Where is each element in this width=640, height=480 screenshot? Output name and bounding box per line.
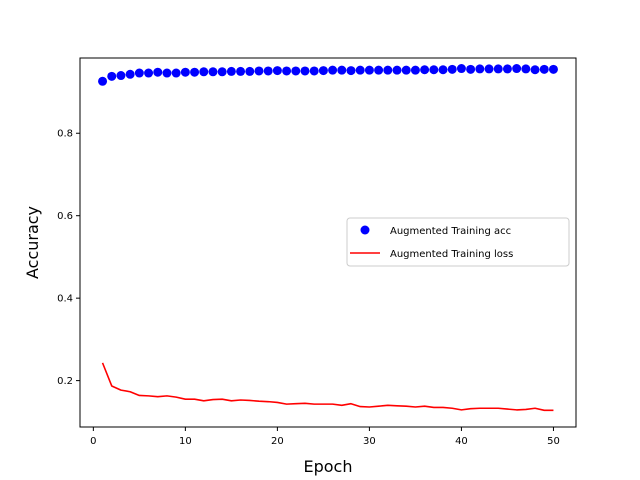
y-axis-label: Accuracy: [23, 206, 42, 279]
x-tick-label: 20: [271, 436, 284, 447]
legend-box: [346, 217, 570, 267]
acc-point: [438, 65, 448, 75]
legend-loss-label: Augmented Training loss: [390, 249, 513, 260]
acc-point: [125, 69, 135, 79]
acc-point: [162, 68, 172, 78]
acc-point: [475, 64, 485, 74]
y-tick-label: 0.6: [57, 211, 73, 222]
acc-point: [263, 66, 273, 76]
legend-acc-marker: [360, 225, 370, 235]
acc-point: [282, 66, 292, 76]
acc-point: [153, 67, 163, 77]
acc-point: [226, 66, 236, 76]
acc-point: [346, 66, 356, 76]
acc-point: [530, 65, 540, 75]
acc-point: [355, 65, 365, 75]
y-tick-label: 0.8: [57, 129, 73, 140]
acc-point: [383, 65, 393, 75]
acc-point: [180, 67, 190, 77]
acc-point: [254, 66, 264, 76]
acc-point: [190, 67, 200, 77]
x-tick-label: 40: [455, 436, 468, 447]
acc-point: [291, 66, 301, 76]
plot-content: [98, 64, 558, 412]
acc-point: [134, 68, 144, 78]
acc-point: [548, 64, 558, 74]
acc-point: [401, 65, 411, 75]
acc-point: [107, 71, 117, 81]
acc-point: [493, 64, 503, 74]
acc-point: [429, 65, 439, 75]
acc-point: [364, 65, 374, 75]
acc-point: [236, 66, 246, 76]
y-tick-label: 0.2: [57, 376, 73, 387]
acc-point: [392, 65, 402, 75]
y-axis-ticks: 0.2 0.4 0.6 0.8: [57, 129, 80, 387]
y-tick-label: 0.4: [57, 294, 73, 305]
acc-point: [374, 65, 384, 75]
acc-point: [98, 76, 108, 86]
acc-point: [272, 66, 282, 76]
acc-point: [328, 65, 338, 75]
x-axis-ticks: 0 10 20 30 40 50: [90, 427, 560, 447]
acc-point: [300, 66, 310, 76]
acc-point: [318, 66, 328, 76]
acc-point: [309, 66, 319, 76]
legend: Augmented Training acc Augmented Trainin…: [346, 217, 570, 267]
acc-point: [484, 64, 494, 74]
acc-point: [116, 71, 126, 81]
acc-point: [466, 64, 476, 74]
acc-point: [337, 65, 347, 75]
acc-point: [512, 64, 522, 74]
acc-point: [502, 64, 512, 74]
acc-point: [420, 65, 430, 75]
acc-point: [410, 65, 420, 75]
acc-point: [245, 66, 255, 76]
acc-point: [539, 64, 549, 74]
x-tick-label: 10: [179, 436, 192, 447]
acc-point: [456, 64, 466, 74]
acc-point: [447, 64, 457, 74]
x-tick-label: 0: [90, 436, 96, 447]
legend-acc-label: Augmented Training acc: [390, 226, 511, 237]
acc-point: [171, 68, 181, 78]
x-tick-label: 50: [547, 436, 560, 447]
acc-point: [208, 67, 218, 77]
acc-point: [199, 67, 209, 77]
acc-point: [144, 68, 154, 78]
x-tick-label: 30: [363, 436, 376, 447]
acc-point: [217, 67, 227, 77]
x-axis-label: Epoch: [304, 457, 353, 476]
plot-frame: [79, 57, 577, 428]
loss-series-line: [101, 362, 554, 412]
acc-point: [521, 64, 531, 74]
